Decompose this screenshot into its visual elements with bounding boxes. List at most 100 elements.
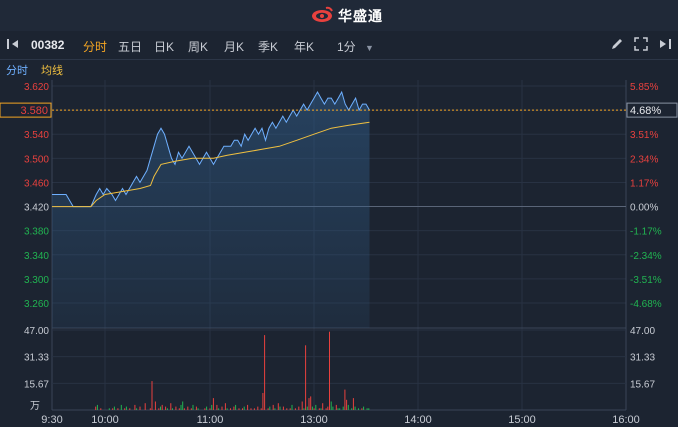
volume-bar — [113, 406, 115, 410]
tab-day-k[interactable]: 日K — [154, 40, 175, 54]
volume-bar — [342, 406, 344, 410]
volume-bar — [303, 408, 305, 410]
volume-bar — [301, 401, 303, 410]
interval-select[interactable]: 1分 ▼ — [337, 38, 374, 55]
tab-week-k[interactable]: 周K — [188, 40, 209, 54]
x-tick: 11:00 — [197, 414, 224, 426]
volume-bar — [180, 404, 182, 410]
volume-bar — [306, 406, 308, 410]
volume-bar — [226, 408, 228, 410]
volume-bar — [195, 406, 197, 410]
volume-bar — [161, 404, 163, 410]
volume-bar — [322, 403, 324, 410]
volume-bar — [224, 403, 226, 410]
app-header: 华盛通 — [0, 0, 678, 32]
volume-bar — [363, 406, 365, 410]
collapse-right-icon[interactable] — [656, 37, 672, 54]
x-tick: 14:00 — [404, 414, 432, 426]
volume-bar — [264, 335, 266, 410]
volume-bar — [233, 406, 235, 410]
volume-bar — [144, 403, 146, 410]
volume-bar — [209, 408, 211, 410]
volume-bar — [298, 406, 300, 410]
volume-bar — [192, 404, 194, 410]
volume-bar — [129, 408, 131, 410]
current-change-label: 4.68% — [630, 105, 661, 117]
volume-bar — [100, 408, 102, 410]
volume-bar — [238, 408, 240, 410]
y-tick-right: 2.34% — [630, 154, 658, 165]
volume-bar — [332, 406, 334, 410]
volume-unit: 万 — [30, 401, 40, 412]
tab-month-k[interactable]: 月K — [224, 40, 245, 54]
fullscreen-icon[interactable] — [634, 37, 648, 54]
brand: 华盛通 — [310, 6, 383, 26]
volume-bar — [330, 401, 332, 410]
series-price-line — [52, 90, 370, 208]
volume-bar — [124, 408, 126, 410]
y-tick-left: 3.460 — [24, 178, 49, 189]
current-price-box — [0, 102, 52, 118]
volume-bar — [358, 408, 359, 410]
chevron-down-icon: ▼ — [365, 43, 374, 53]
tab-year-k[interactable]: 年K — [294, 40, 315, 54]
volume-bar — [221, 406, 223, 410]
volume-bar — [311, 406, 313, 410]
volume-bar — [204, 408, 206, 410]
volume-tick-right: 31.33 — [630, 353, 655, 364]
x-tick: 9:30 — [41, 414, 62, 426]
y-tick-right: -3.51% — [630, 275, 662, 286]
volume-bar — [267, 408, 269, 410]
x-tick: 13:00 — [300, 414, 328, 426]
volume-bar — [308, 398, 310, 410]
volume-bar — [96, 404, 98, 410]
volume-bar — [112, 408, 114, 410]
volume-bar — [125, 406, 127, 410]
volume-bar — [166, 408, 168, 410]
volume-bar — [329, 331, 330, 410]
volume-bar — [197, 408, 199, 410]
volume-bar — [351, 408, 353, 410]
volume-bar — [108, 408, 110, 410]
volume-bar — [279, 406, 281, 410]
volume-bar — [178, 408, 180, 410]
y-tick-right: 3.51% — [630, 130, 658, 141]
volume-bar — [158, 408, 160, 410]
volume-bar — [242, 408, 243, 410]
volume-bar — [260, 408, 262, 410]
volume-bar — [352, 398, 354, 410]
volume-bar — [95, 406, 97, 410]
volume-bar — [218, 408, 220, 410]
volume-tick-right: 15.67 — [630, 379, 655, 390]
volume-bar — [182, 401, 184, 410]
volume-bar — [315, 404, 317, 410]
volume-bar — [366, 408, 368, 410]
collapse-left-icon[interactable] — [6, 37, 22, 54]
volume-bar — [346, 399, 348, 410]
volume-bar — [172, 408, 173, 410]
volume-bar — [151, 381, 153, 410]
volume-bar — [175, 406, 177, 410]
y-tick-right: -1.17% — [630, 227, 662, 238]
volume-bar — [368, 408, 370, 410]
y-tick-left: 3.340 — [24, 251, 49, 262]
legend-price: 分时 — [6, 65, 28, 77]
volume-bar — [337, 408, 339, 410]
indicator-legend: 分时 均线 — [0, 60, 678, 78]
volume-bar — [325, 408, 327, 410]
volume-bar — [262, 393, 264, 410]
volume-bar — [289, 408, 291, 410]
tab-fenshi[interactable]: 分时 — [83, 40, 108, 54]
draw-pencil-icon[interactable] — [610, 37, 624, 54]
volume-bar — [247, 404, 249, 410]
tab-5day[interactable]: 五日 — [118, 40, 143, 54]
y-tick-left: 3.620 — [24, 82, 49, 93]
volume-bar — [160, 406, 161, 410]
x-tick: 10:00 — [91, 414, 119, 426]
volume-bar — [154, 401, 156, 410]
y-tick-left: 3.500 — [24, 154, 49, 165]
volume-bar — [136, 408, 138, 410]
tab-quarter-k[interactable]: 季K — [258, 40, 279, 54]
volume-bar — [274, 408, 276, 410]
x-tick: 15:00 — [508, 414, 536, 426]
